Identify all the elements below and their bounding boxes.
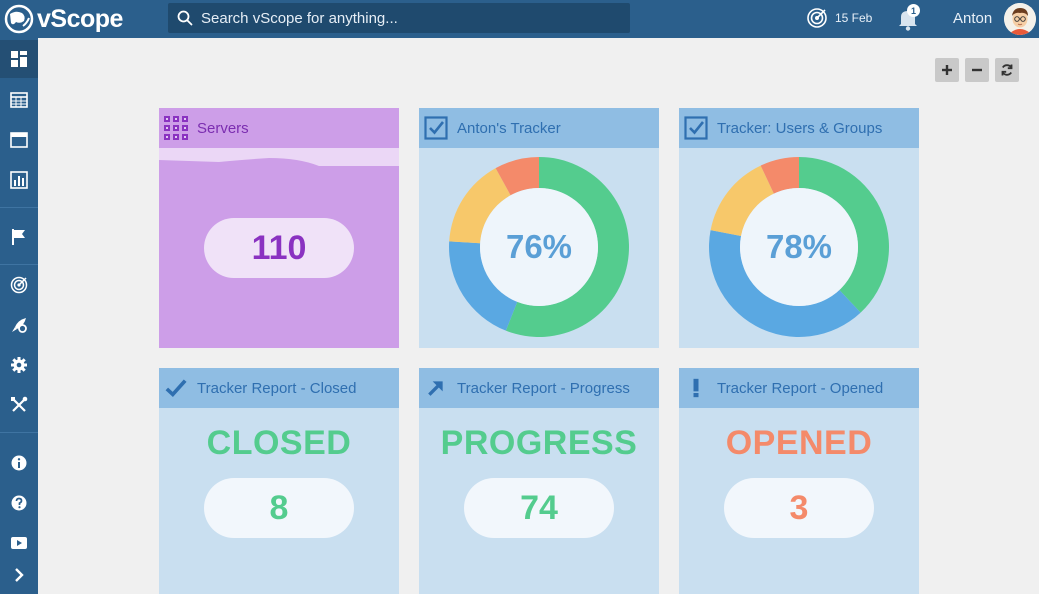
- sidebar-item-flag[interactable]: [0, 218, 38, 256]
- users-groups-tracker-card[interactable]: Tracker: Users & Groups 78%: [679, 108, 919, 348]
- sidebar-item-settings[interactable]: [0, 346, 38, 384]
- sidebar-item-info[interactable]: [0, 444, 38, 482]
- tools-icon: [11, 396, 28, 412]
- notification-badge: 1: [907, 4, 920, 17]
- donut-segment-green: [505, 157, 629, 337]
- chevron-right-icon: [15, 568, 24, 582]
- info-icon: [11, 455, 27, 471]
- card-header: Tracker Report - Opened: [679, 368, 919, 408]
- sidebar-expand-button[interactable]: [0, 556, 38, 594]
- status-label: CLOSED: [206, 424, 352, 462]
- donut-center: [480, 188, 598, 306]
- servers-sparkline: [159, 148, 399, 166]
- zoom-in-button[interactable]: [935, 58, 959, 82]
- rocket-gear-icon: [12, 318, 27, 333]
- tracker-report-opened-card[interactable]: Tracker Report - Opened OPENED 3: [679, 368, 919, 594]
- card-title: Tracker Report - Closed: [197, 379, 357, 397]
- card-title: Servers: [197, 119, 249, 137]
- help-icon: [11, 495, 27, 511]
- tracker-donut: 78%: [708, 156, 890, 338]
- donut-segment-orange: [760, 157, 799, 194]
- sidebar-item-window[interactable]: [0, 121, 38, 159]
- donut-segment-blue: [449, 241, 518, 331]
- search-input[interactable]: [199, 8, 623, 28]
- donut-segment-green: [799, 157, 889, 313]
- checkbox-icon: [424, 116, 448, 140]
- flag-icon: [12, 229, 25, 245]
- antons-tracker-card[interactable]: Anton's Tracker 76%: [419, 108, 659, 348]
- zoom-out-button[interactable]: [965, 58, 989, 82]
- donut-center: [740, 188, 858, 306]
- card-header: Tracker Report - Closed: [159, 368, 399, 408]
- globe-logo-icon: [4, 4, 34, 34]
- top-bar: vScope 15 Feb 1 Anton: [0, 0, 1039, 38]
- date-text: 15 Feb: [835, 11, 873, 25]
- sidebar-item-table[interactable]: [0, 81, 38, 119]
- gear-icon: [11, 357, 27, 373]
- sidebar-divider: [0, 432, 38, 433]
- user-avatar-icon: [1004, 3, 1036, 35]
- plus-icon: [942, 65, 952, 75]
- progress-count: 74: [464, 478, 614, 538]
- opened-count: 3: [724, 478, 874, 538]
- donut-segment-yellow: [449, 168, 511, 244]
- card-title: Tracker: Users & Groups: [717, 119, 883, 137]
- sidebar-item-chart[interactable]: [0, 161, 38, 199]
- refresh-button[interactable]: [995, 58, 1019, 82]
- sidebar-item-video[interactable]: [0, 524, 38, 562]
- sidebar-item-tools[interactable]: [0, 386, 38, 424]
- tracker-report-progress-card[interactable]: Tracker Report - Progress PROGRESS 74: [419, 368, 659, 594]
- grid-icon: [164, 116, 188, 140]
- radar-icon: [10, 276, 28, 294]
- status-label: PROGRESS: [440, 424, 638, 462]
- tracker-percent: 76%: [505, 228, 573, 265]
- tracker-percent: 78%: [765, 228, 833, 265]
- chart-icon: [10, 171, 28, 189]
- sidebar-item-radar[interactable]: [0, 266, 38, 304]
- sidebar-divider: [0, 264, 38, 265]
- card-header: Tracker: Users & Groups: [679, 108, 919, 148]
- refresh-icon: [1001, 64, 1013, 76]
- user-name[interactable]: Anton: [953, 10, 993, 27]
- card-header: Servers: [159, 108, 399, 148]
- card-title: Tracker Report - Opened: [717, 379, 884, 397]
- sidebar-item-deploy[interactable]: [0, 306, 38, 344]
- sidebar-item-help[interactable]: [0, 484, 38, 522]
- tracker-report-closed-card[interactable]: Tracker Report - Closed CLOSED 8: [159, 368, 399, 594]
- servers-count: 110: [204, 218, 354, 278]
- avatar[interactable]: [1004, 3, 1036, 35]
- sidebar-item-dashboard[interactable]: [0, 40, 38, 78]
- exclamation-icon: [684, 376, 708, 400]
- card-title: Tracker Report - Progress: [457, 379, 630, 397]
- minus-icon: [972, 68, 982, 72]
- video-icon: [11, 537, 27, 549]
- dashboard-icon: [11, 51, 27, 67]
- logo[interactable]: vScope: [4, 3, 123, 35]
- closed-count: 8: [204, 478, 354, 538]
- card-header: Tracker Report - Progress: [419, 368, 659, 408]
- checkbox-icon: [684, 116, 708, 140]
- tracker-donut: 76%: [448, 156, 630, 338]
- donut-segment-orange: [495, 157, 539, 196]
- search-icon: [177, 10, 193, 26]
- sidebar-divider: [0, 207, 38, 208]
- donut-segment-yellow: [710, 165, 774, 236]
- radar-icon: [807, 8, 827, 28]
- window-icon: [10, 132, 28, 148]
- checkmark-icon: [164, 376, 188, 400]
- sidebar: [0, 38, 38, 594]
- servers-card[interactable]: Servers 110: [159, 108, 399, 348]
- status-label: OPENED: [725, 424, 873, 462]
- app-name: vScope: [37, 4, 123, 33]
- card-header: Anton's Tracker: [419, 108, 659, 148]
- arrow-up-right-icon: [424, 376, 448, 400]
- donut-segment-blue: [709, 230, 861, 337]
- date-widget[interactable]: 15 Feb: [806, 7, 872, 29]
- table-icon: [10, 92, 28, 108]
- card-title: Anton's Tracker: [457, 119, 561, 137]
- search-bar[interactable]: [168, 3, 630, 33]
